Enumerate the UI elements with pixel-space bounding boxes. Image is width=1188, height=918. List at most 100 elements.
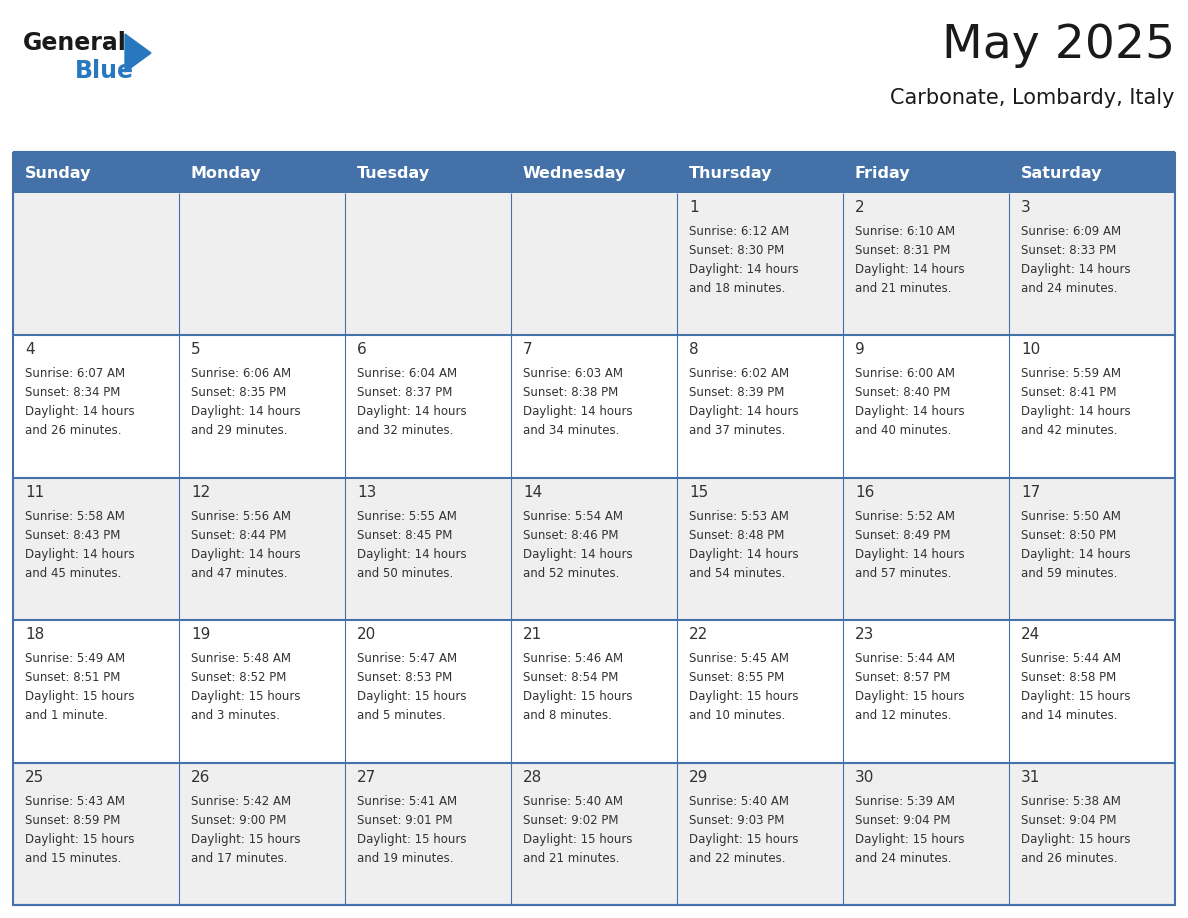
Text: Sunset: 8:52 PM: Sunset: 8:52 PM — [191, 671, 286, 684]
Text: Blue: Blue — [75, 59, 134, 83]
Text: Sunset: 9:03 PM: Sunset: 9:03 PM — [689, 813, 784, 826]
Bar — [677, 193, 843, 335]
Text: 16: 16 — [855, 485, 874, 499]
Bar — [179, 153, 345, 193]
Bar — [345, 153, 511, 193]
Text: and 21 minutes.: and 21 minutes. — [855, 282, 952, 295]
Text: Sunrise: 5:42 AM: Sunrise: 5:42 AM — [191, 795, 291, 808]
Text: and 1 minute.: and 1 minute. — [25, 710, 108, 722]
Text: Sunset: 9:02 PM: Sunset: 9:02 PM — [523, 813, 619, 826]
Text: Sunrise: 5:38 AM: Sunrise: 5:38 AM — [1020, 795, 1120, 808]
Text: Sunrise: 5:53 AM: Sunrise: 5:53 AM — [689, 509, 789, 522]
Text: Sunrise: 6:00 AM: Sunrise: 6:00 AM — [855, 367, 955, 380]
Bar — [843, 763, 1009, 905]
Text: Sunrise: 6:09 AM: Sunrise: 6:09 AM — [1020, 225, 1121, 238]
Text: Sunset: 8:46 PM: Sunset: 8:46 PM — [523, 529, 619, 542]
Text: 6: 6 — [358, 342, 367, 357]
Bar — [843, 477, 1009, 621]
Bar — [13, 335, 179, 477]
Bar — [677, 763, 843, 905]
Bar — [511, 335, 677, 477]
Text: Sunset: 8:31 PM: Sunset: 8:31 PM — [855, 244, 950, 257]
Text: 8: 8 — [689, 342, 699, 357]
Text: Sunrise: 5:45 AM: Sunrise: 5:45 AM — [689, 652, 789, 666]
Text: 15: 15 — [689, 485, 708, 499]
Bar — [511, 763, 677, 905]
Text: Carbonate, Lombardy, Italy: Carbonate, Lombardy, Italy — [891, 88, 1175, 108]
Text: 27: 27 — [358, 769, 377, 785]
Text: Daylight: 15 hours: Daylight: 15 hours — [689, 833, 798, 845]
Text: and 42 minutes.: and 42 minutes. — [1020, 424, 1118, 437]
Text: Daylight: 14 hours: Daylight: 14 hours — [25, 406, 134, 419]
Text: and 24 minutes.: and 24 minutes. — [1020, 282, 1118, 295]
Text: Wednesday: Wednesday — [523, 165, 626, 181]
Text: Sunrise: 6:06 AM: Sunrise: 6:06 AM — [191, 367, 291, 380]
Text: Daylight: 15 hours: Daylight: 15 hours — [523, 690, 632, 703]
Text: Sunrise: 5:48 AM: Sunrise: 5:48 AM — [191, 652, 291, 666]
Text: Daylight: 15 hours: Daylight: 15 hours — [191, 690, 301, 703]
Bar — [1009, 193, 1175, 335]
Bar — [511, 477, 677, 621]
Text: Daylight: 14 hours: Daylight: 14 hours — [358, 548, 467, 561]
Bar — [1009, 477, 1175, 621]
Bar — [13, 193, 179, 335]
Text: Sunrise: 5:49 AM: Sunrise: 5:49 AM — [25, 652, 125, 666]
Text: 25: 25 — [25, 769, 44, 785]
Bar — [345, 621, 511, 763]
Text: Sunrise: 6:04 AM: Sunrise: 6:04 AM — [358, 367, 457, 380]
Text: Sunset: 8:58 PM: Sunset: 8:58 PM — [1020, 671, 1117, 684]
Text: Daylight: 15 hours: Daylight: 15 hours — [523, 833, 632, 845]
Text: Sunrise: 5:56 AM: Sunrise: 5:56 AM — [191, 509, 291, 522]
Text: 31: 31 — [1020, 769, 1041, 785]
Text: and 21 minutes.: and 21 minutes. — [523, 852, 619, 865]
Text: Sunset: 8:55 PM: Sunset: 8:55 PM — [689, 671, 784, 684]
Bar — [843, 153, 1009, 193]
Text: 1: 1 — [689, 200, 699, 215]
Bar — [13, 153, 179, 193]
Text: Friday: Friday — [855, 165, 911, 181]
Text: Daylight: 14 hours: Daylight: 14 hours — [1020, 548, 1131, 561]
Text: 10: 10 — [1020, 342, 1041, 357]
Text: Daylight: 14 hours: Daylight: 14 hours — [1020, 406, 1131, 419]
Text: Sunset: 8:30 PM: Sunset: 8:30 PM — [689, 244, 784, 257]
Bar — [13, 477, 179, 621]
Text: Sunset: 8:39 PM: Sunset: 8:39 PM — [689, 386, 784, 399]
Bar — [1009, 153, 1175, 193]
Bar — [179, 621, 345, 763]
Text: Daylight: 14 hours: Daylight: 14 hours — [358, 406, 467, 419]
Bar — [345, 763, 511, 905]
Text: and 3 minutes.: and 3 minutes. — [191, 710, 280, 722]
Text: and 50 minutes.: and 50 minutes. — [358, 566, 454, 580]
Text: Sunrise: 5:58 AM: Sunrise: 5:58 AM — [25, 509, 125, 522]
Bar — [677, 153, 843, 193]
Text: Daylight: 15 hours: Daylight: 15 hours — [191, 833, 301, 845]
Bar — [179, 477, 345, 621]
Bar — [1009, 621, 1175, 763]
Text: Sunrise: 5:44 AM: Sunrise: 5:44 AM — [855, 652, 955, 666]
Text: 12: 12 — [191, 485, 210, 499]
Text: Daylight: 15 hours: Daylight: 15 hours — [855, 833, 965, 845]
Text: 11: 11 — [25, 485, 44, 499]
Text: Saturday: Saturday — [1020, 165, 1102, 181]
Text: Daylight: 15 hours: Daylight: 15 hours — [358, 690, 467, 703]
Text: Daylight: 15 hours: Daylight: 15 hours — [855, 690, 965, 703]
Text: Sunrise: 5:55 AM: Sunrise: 5:55 AM — [358, 509, 457, 522]
Text: 7: 7 — [523, 342, 532, 357]
Text: Sunset: 8:45 PM: Sunset: 8:45 PM — [358, 529, 453, 542]
Text: Sunrise: 6:07 AM: Sunrise: 6:07 AM — [25, 367, 125, 380]
Text: 26: 26 — [191, 769, 210, 785]
Text: Sunrise: 5:41 AM: Sunrise: 5:41 AM — [358, 795, 457, 808]
Text: and 47 minutes.: and 47 minutes. — [191, 566, 287, 580]
Text: Sunset: 8:38 PM: Sunset: 8:38 PM — [523, 386, 618, 399]
Text: Sunset: 8:44 PM: Sunset: 8:44 PM — [191, 529, 286, 542]
Text: 22: 22 — [689, 627, 708, 643]
Text: 23: 23 — [855, 627, 874, 643]
Text: Tuesday: Tuesday — [358, 165, 430, 181]
Text: Sunset: 9:04 PM: Sunset: 9:04 PM — [1020, 813, 1117, 826]
Text: Daylight: 14 hours: Daylight: 14 hours — [689, 548, 798, 561]
Text: 9: 9 — [855, 342, 865, 357]
Bar — [13, 153, 1175, 905]
Text: and 5 minutes.: and 5 minutes. — [358, 710, 446, 722]
Text: Sunset: 8:59 PM: Sunset: 8:59 PM — [25, 813, 120, 826]
Text: 17: 17 — [1020, 485, 1041, 499]
